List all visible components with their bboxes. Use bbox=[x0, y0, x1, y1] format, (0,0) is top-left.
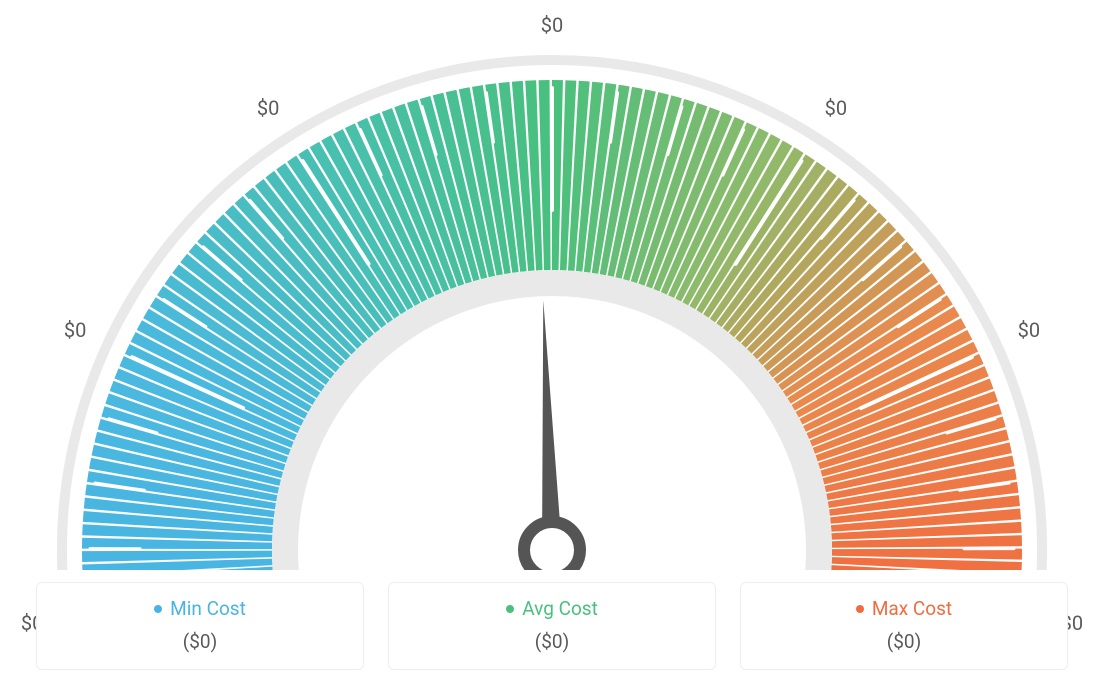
gauge-chart: $0$0$0$0$0$0$0 bbox=[22, 10, 1082, 570]
legend-dot-min bbox=[154, 605, 162, 613]
legend-label-max: Max Cost bbox=[872, 597, 952, 620]
legend-title-avg: Avg Cost bbox=[506, 597, 598, 620]
gauge-svg bbox=[22, 10, 1082, 570]
gauge-axis-label: $0 bbox=[825, 96, 847, 120]
legend-dot-max bbox=[856, 605, 864, 613]
legend-row: Min Cost ($0) Avg Cost ($0) Max Cost ($0… bbox=[36, 582, 1068, 670]
chart-container: $0$0$0$0$0$0$0 Min Cost ($0) Avg Cost ($… bbox=[0, 0, 1104, 690]
legend-dot-avg bbox=[506, 605, 514, 613]
gauge-axis-label: $0 bbox=[541, 13, 563, 37]
gauge-axis-label: $0 bbox=[64, 318, 86, 342]
gauge-axis-label: $0 bbox=[1018, 318, 1040, 342]
gauge-axis-label: $0 bbox=[257, 96, 279, 120]
legend-title-min: Min Cost bbox=[154, 597, 246, 620]
legend-title-max: Max Cost bbox=[856, 597, 952, 620]
legend-label-avg: Avg Cost bbox=[522, 597, 598, 620]
legend-card-min: Min Cost ($0) bbox=[36, 582, 364, 670]
legend-card-avg: Avg Cost ($0) bbox=[388, 582, 716, 670]
legend-value-min: ($0) bbox=[47, 630, 353, 653]
legend-label-min: Min Cost bbox=[170, 597, 246, 620]
legend-value-avg: ($0) bbox=[399, 630, 705, 653]
legend-value-max: ($0) bbox=[751, 630, 1057, 653]
legend-card-max: Max Cost ($0) bbox=[740, 582, 1068, 670]
